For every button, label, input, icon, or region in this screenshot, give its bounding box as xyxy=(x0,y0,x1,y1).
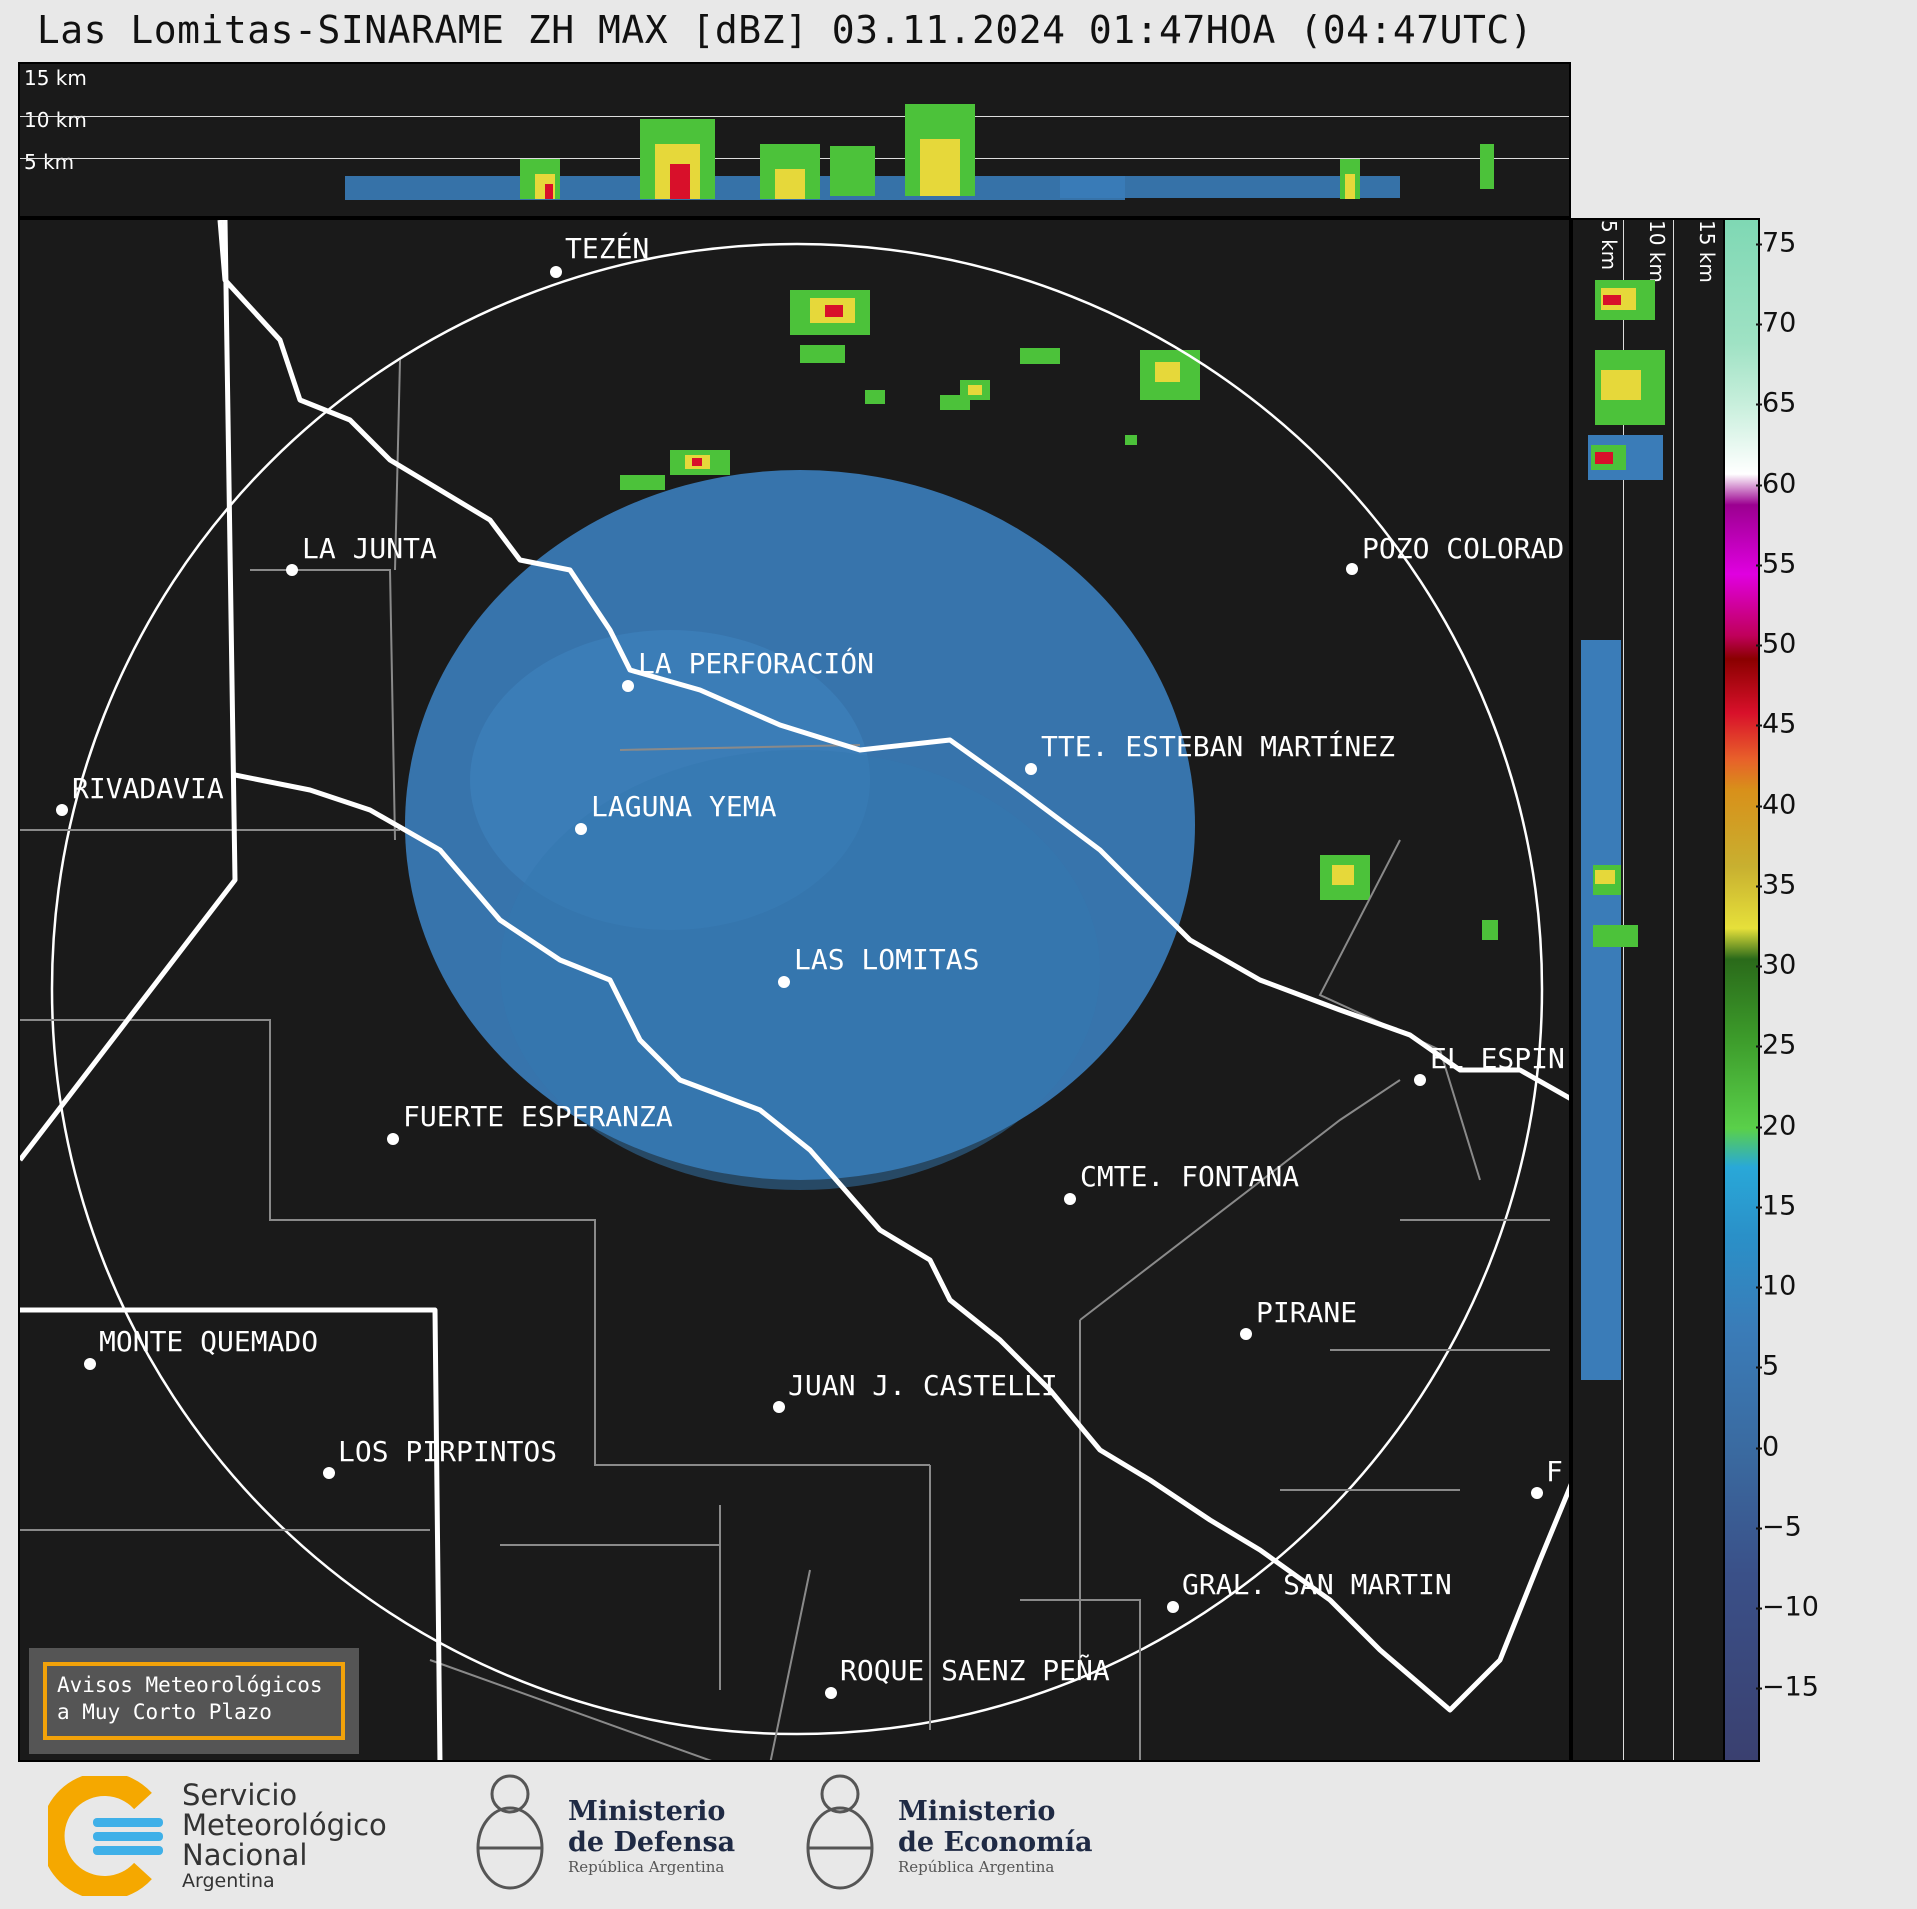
place-label: F xyxy=(1546,1455,1563,1488)
ministry-country: República Argentina xyxy=(898,1858,1055,1876)
side-profile-echoes xyxy=(1581,280,1665,1380)
colorbar-tick: 45 xyxy=(1755,708,1797,740)
place-label: RIVADAVIA xyxy=(72,772,224,805)
place-marker xyxy=(622,680,634,692)
national-shield-icon xyxy=(806,1774,874,1890)
place-marker xyxy=(323,1467,335,1479)
defensa-logo[interactable]: Ministerio de Defensa República Argentin… xyxy=(470,1762,750,1909)
colorbar-tick: 5 xyxy=(1755,1350,1780,1382)
place-marker xyxy=(778,976,790,988)
place-label: MONTE QUEMADO xyxy=(99,1325,319,1358)
place-marker xyxy=(575,823,587,835)
place-marker xyxy=(550,266,562,278)
map-graphics xyxy=(20,220,1569,1760)
height-profile-side: 5 km 10 km 15 km xyxy=(1571,218,1725,1762)
height-label: 15 km xyxy=(24,66,87,90)
colorbar-tick: −15 xyxy=(1756,1671,1819,1703)
place-marker xyxy=(1025,763,1037,775)
colorbar-tick: 25 xyxy=(1755,1029,1797,1061)
colorbar-tick: 65 xyxy=(1755,387,1797,419)
colorbar-tick: 20 xyxy=(1755,1110,1797,1142)
economia-logo[interactable]: Ministerio de Economía República Argenti… xyxy=(800,1762,1100,1909)
colorbar-tick: 75 xyxy=(1755,227,1797,259)
top-profile-echoes xyxy=(345,104,1494,200)
colorbar-tick: 10 xyxy=(1755,1270,1797,1302)
notice-line: Avisos Meteorológicos xyxy=(57,1673,323,1697)
place-label: GRAL. SAN MARTIN xyxy=(1182,1568,1452,1601)
place-label: CMTE. FONTANA xyxy=(1080,1160,1300,1193)
ministry-name: Ministerio xyxy=(898,1796,1056,1827)
colorbar-tick: 50 xyxy=(1755,628,1797,660)
place-label: JUAN J. CASTELLI xyxy=(788,1369,1058,1402)
smn-name-line: Nacional xyxy=(182,1838,308,1872)
place-marker xyxy=(773,1401,785,1413)
colorbar-tick: 40 xyxy=(1755,789,1797,821)
ministry-name: de Economía xyxy=(898,1827,1093,1858)
place-label: LA JUNTA xyxy=(302,532,437,565)
place-marker xyxy=(1167,1601,1179,1613)
place-label: TEZÉN xyxy=(565,232,650,265)
place-marker xyxy=(1240,1328,1252,1340)
notice-line: a Muy Corto Plazo xyxy=(57,1700,272,1724)
place-label: TTE. ESTEBAN MARTÍNEZ xyxy=(1041,730,1396,763)
chart-title: Las Lomitas-SINARAME ZH MAX [dBZ] 03.11.… xyxy=(36,8,1534,52)
place-marker xyxy=(825,1687,837,1699)
colorbar-tick: 0 xyxy=(1755,1431,1780,1463)
national-shield-icon xyxy=(476,1774,544,1890)
storm-cells xyxy=(620,290,1498,940)
colorbar-tick: −10 xyxy=(1756,1591,1819,1623)
smn-logo[interactable]: Servicio Meteorológico Nacional Argentin… xyxy=(48,1762,428,1909)
place-marker xyxy=(1346,563,1358,575)
place-label: POZO COLORAD xyxy=(1362,532,1565,565)
colorbar-tick: 55 xyxy=(1755,548,1797,580)
place-label: LOS PIRPINTOS xyxy=(338,1435,558,1468)
place-marker xyxy=(387,1133,399,1145)
place-marker xyxy=(286,564,298,576)
colorbar-tick: 30 xyxy=(1755,949,1797,981)
height-label: 10 km xyxy=(24,108,87,132)
colorbar-tick: 60 xyxy=(1755,468,1797,500)
ministry-country: República Argentina xyxy=(568,1858,725,1876)
place-marker xyxy=(1064,1193,1076,1205)
place-marker xyxy=(84,1358,96,1370)
height-label: 15 km xyxy=(1695,220,1719,283)
place-label: LAS LOMITAS xyxy=(794,943,980,976)
height-gridline xyxy=(20,116,1569,117)
place-label: PIRANE xyxy=(1256,1296,1358,1329)
place-marker xyxy=(56,804,68,816)
height-label: 10 km xyxy=(1645,220,1669,283)
ministry-name: Ministerio xyxy=(568,1796,726,1827)
height-label: 5 km xyxy=(1597,220,1621,271)
place-label: EL ESPIN xyxy=(1430,1042,1565,1075)
place-marker xyxy=(1414,1074,1426,1086)
colorbar-tick: −5 xyxy=(1756,1511,1802,1543)
place-label: LA PERFORACIÓN xyxy=(638,647,875,680)
smn-name-line: Meteorológico xyxy=(182,1808,387,1842)
range-ring xyxy=(50,242,1544,1736)
colorbar-tick: 35 xyxy=(1755,869,1797,901)
smn-emblem-icon xyxy=(48,1776,163,1896)
place-label: LAGUNA YEMA xyxy=(591,790,777,823)
smn-country: Argentina xyxy=(182,1870,275,1892)
place-label: ROQUE SAENZ PEÑA xyxy=(840,1654,1110,1687)
place-label: FUERTE ESPERANZA xyxy=(403,1100,673,1133)
ministry-name: de Defensa xyxy=(568,1827,736,1858)
radar-map: TEZÉN LA JUNTA POZO COLORAD LA PERFORACI… xyxy=(18,218,1571,1762)
warning-notice-box[interactable]: Avisos Meteorológicos a Muy Corto Plazo xyxy=(29,1648,359,1754)
province-boundaries xyxy=(20,220,1569,1760)
height-label: 5 km xyxy=(24,150,75,174)
height-gridline xyxy=(1623,220,1624,1760)
smn-name-line: Servicio xyxy=(182,1778,298,1812)
colorbar xyxy=(1723,218,1760,1762)
height-gridline xyxy=(1673,220,1674,1760)
colorbar-tick: 70 xyxy=(1755,307,1797,339)
place-marker xyxy=(1531,1487,1543,1499)
height-profile-top: 15 km 10 km 5 km xyxy=(18,62,1571,218)
colorbar-tick: 15 xyxy=(1755,1190,1797,1222)
